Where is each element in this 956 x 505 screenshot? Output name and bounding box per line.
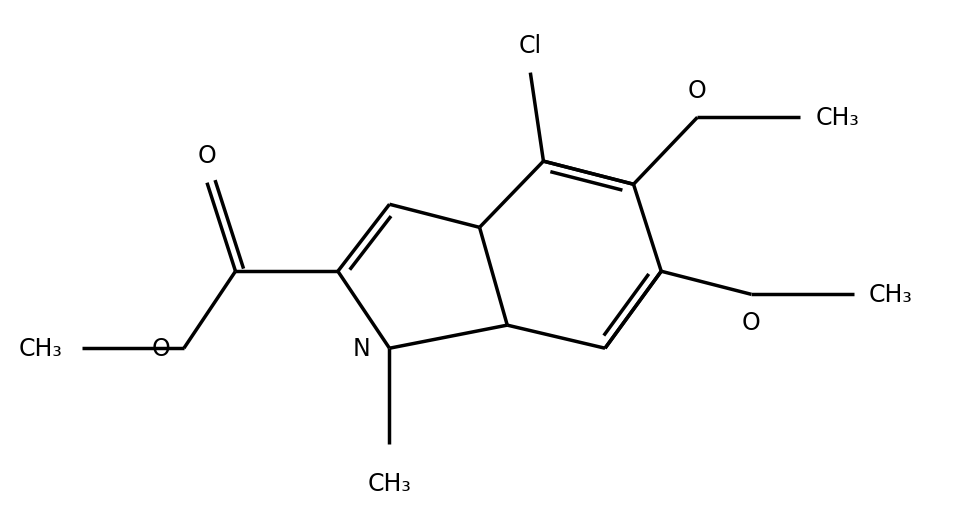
Text: Cl: Cl xyxy=(519,34,542,58)
Text: CH₃: CH₃ xyxy=(869,283,913,307)
Text: O: O xyxy=(198,144,216,168)
Text: N: N xyxy=(353,336,370,361)
Text: O: O xyxy=(688,79,706,103)
Text: O: O xyxy=(742,310,761,334)
Text: CH₃: CH₃ xyxy=(815,106,859,130)
Text: O: O xyxy=(151,336,170,361)
Text: CH₃: CH₃ xyxy=(18,336,62,361)
Text: CH₃: CH₃ xyxy=(367,472,411,495)
